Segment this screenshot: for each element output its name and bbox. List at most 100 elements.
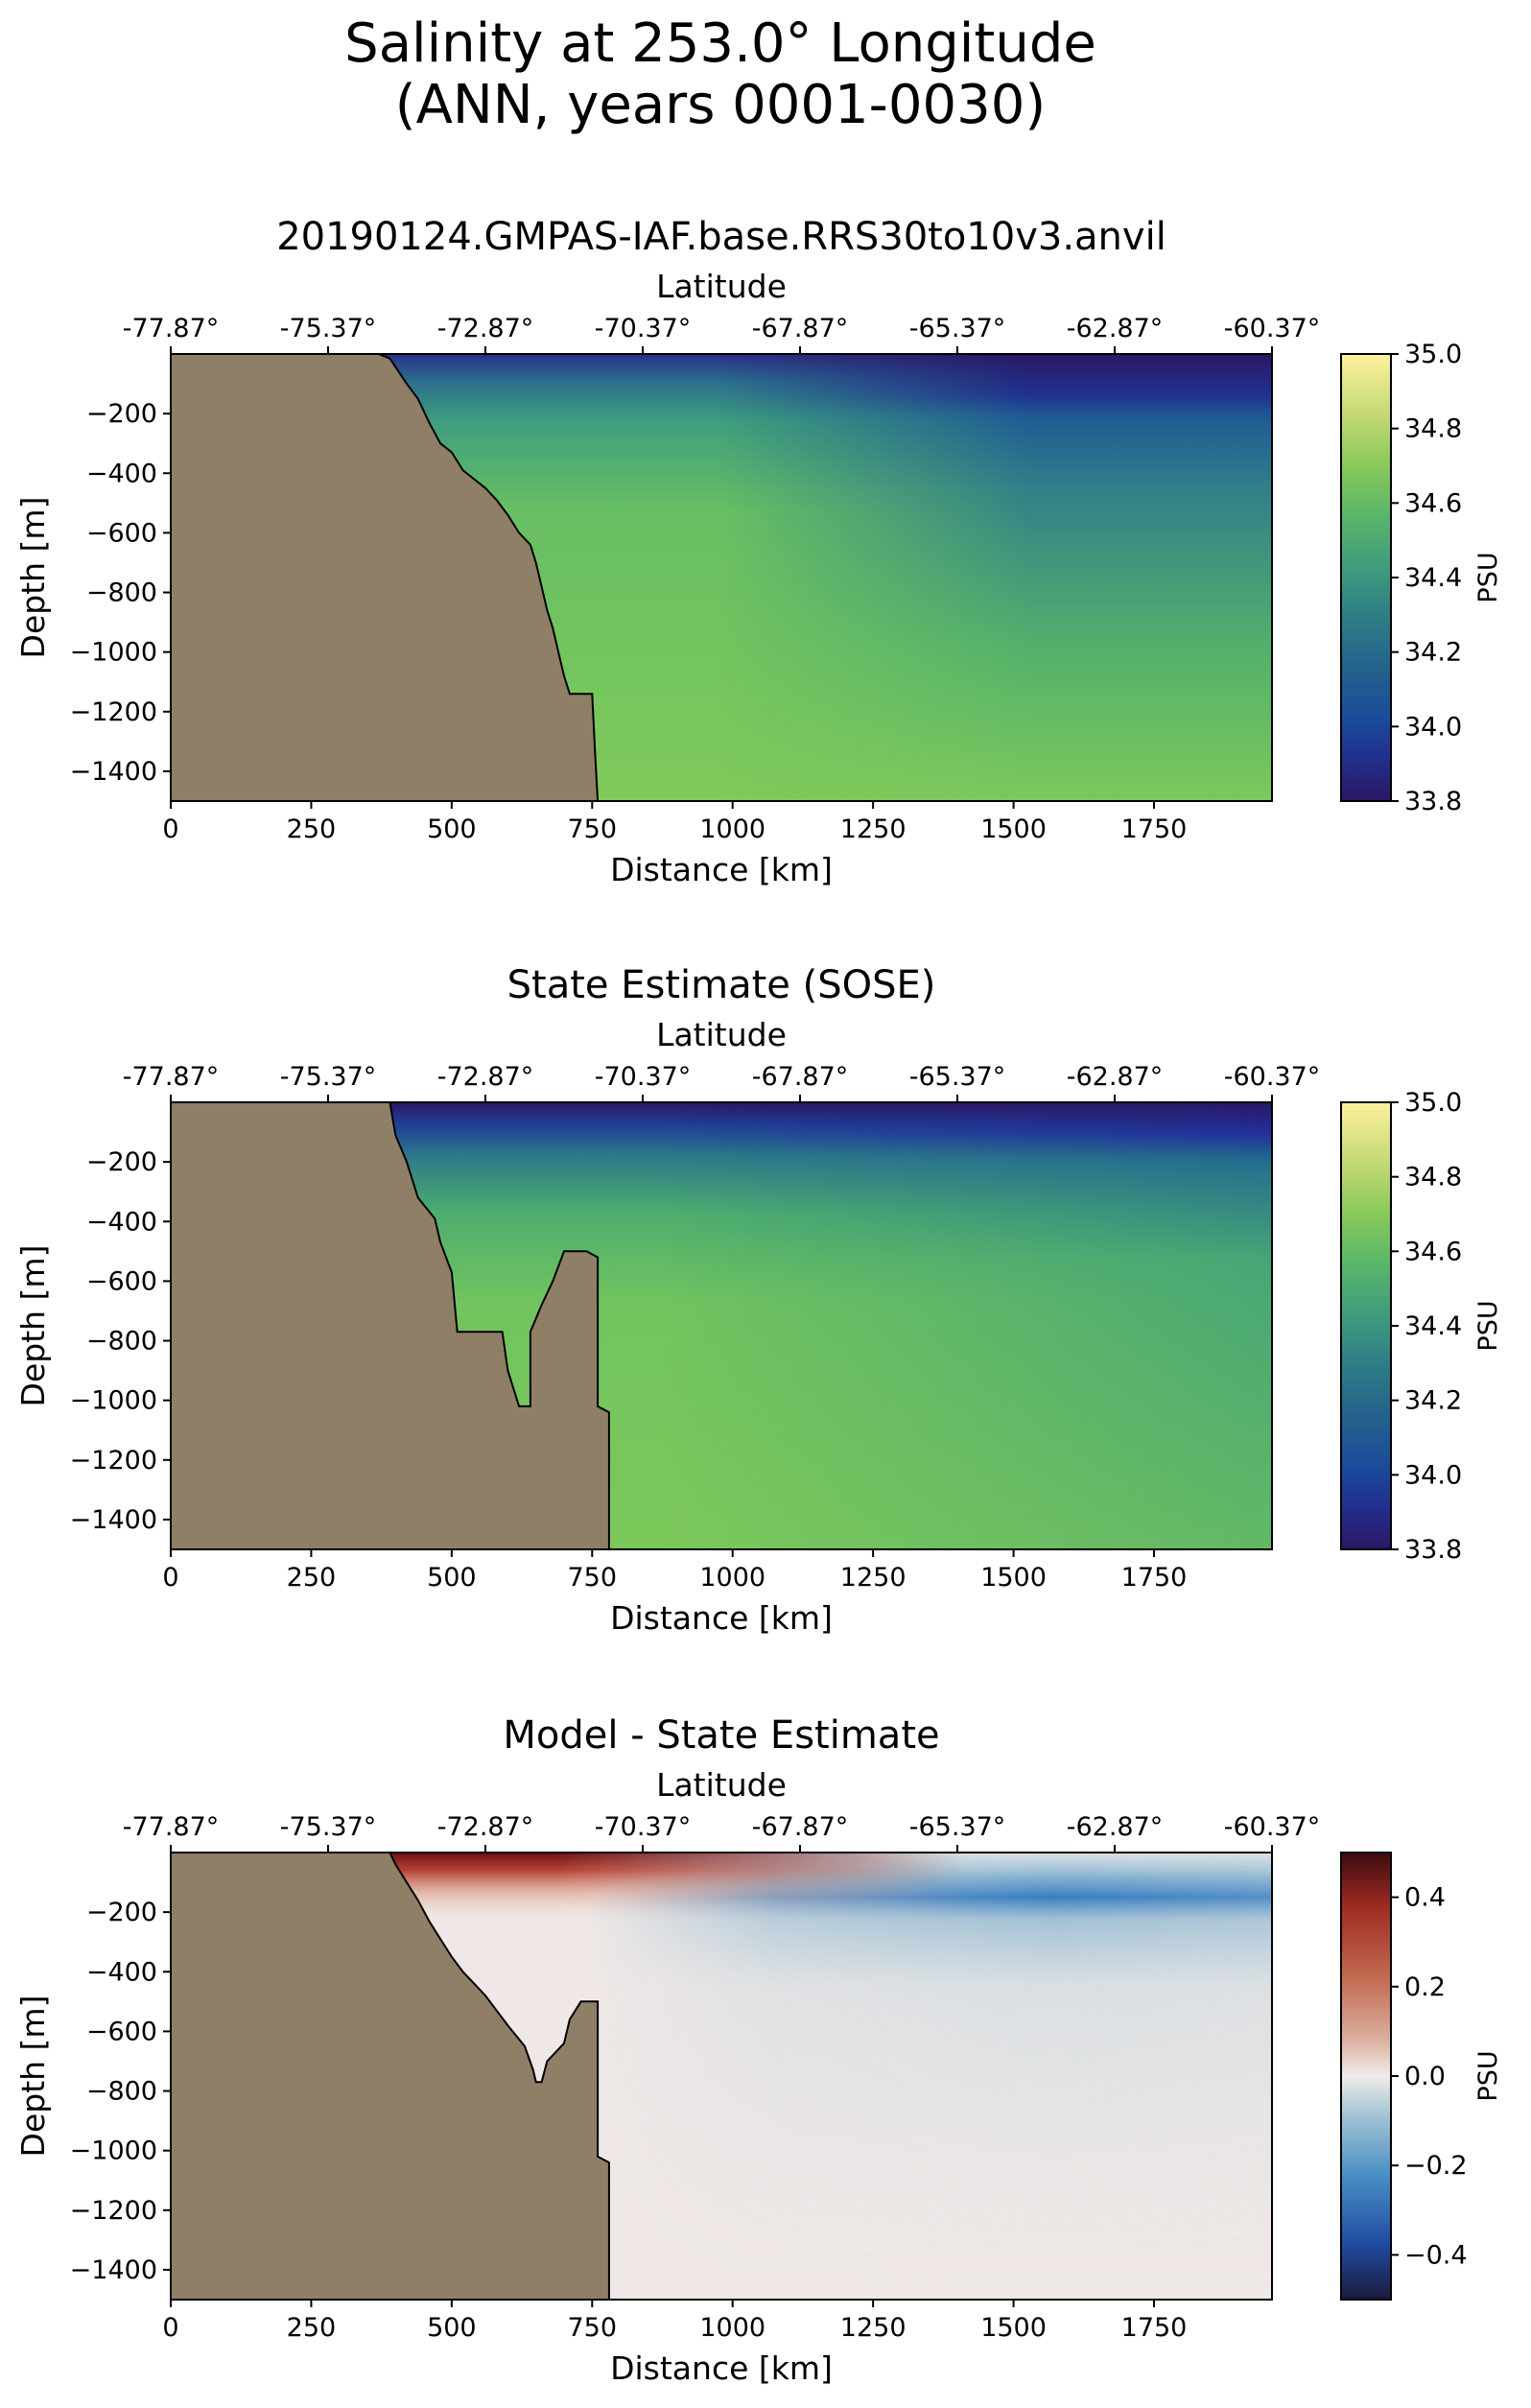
x-tick-label: 1750 bbox=[1121, 1563, 1188, 1593]
plot-frame bbox=[170, 1852, 1273, 2301]
x-tick-label: 750 bbox=[568, 2313, 618, 2343]
bathymetry-land bbox=[170, 1852, 610, 2301]
top-tick-label: -67.87° bbox=[752, 1812, 849, 1842]
x-tick-label: 0 bbox=[162, 1563, 178, 1593]
x-tick-label: 500 bbox=[427, 814, 477, 844]
bathymetry-land bbox=[170, 353, 600, 802]
y-tick-label: −1400 bbox=[70, 1505, 157, 1535]
x-tick-label: 500 bbox=[427, 2313, 477, 2343]
x-axis-label: Distance [km] bbox=[610, 851, 833, 888]
x-tick-label: 250 bbox=[287, 814, 337, 844]
y-tick-label: −600 bbox=[86, 1266, 157, 1296]
colorbar-tick-label: 34.0 bbox=[1404, 712, 1462, 742]
x-tick-label: 1000 bbox=[699, 2313, 766, 2343]
colorbar-tick-label: 34.2 bbox=[1404, 638, 1462, 668]
x-axis-label: Distance [km] bbox=[610, 2349, 833, 2387]
colorbar-tick-label: 34.6 bbox=[1404, 1237, 1462, 1266]
colorbar-tick-label: 33.8 bbox=[1404, 1535, 1462, 1565]
bathymetry-land bbox=[170, 1101, 610, 1550]
colorbar-tick-label: 35.0 bbox=[1404, 1088, 1462, 1118]
y-tick-label: −1400 bbox=[70, 757, 157, 787]
x-tick-label: 1500 bbox=[980, 2313, 1047, 2343]
y-tick-label: −200 bbox=[86, 1147, 157, 1177]
colorbar: 0.4 0.2 0.0 −0.2 −0.4 PSU bbox=[1340, 1852, 1503, 2301]
top-tick-label: -62.87° bbox=[1067, 1812, 1164, 1842]
colorbar-tick-label: 34.4 bbox=[1404, 563, 1462, 593]
x-tick-label: 1750 bbox=[1121, 814, 1188, 844]
y-tick-label: −400 bbox=[86, 1957, 157, 1987]
colorbar-tick-label: 34.8 bbox=[1404, 1163, 1462, 1192]
colorbar-label: PSU bbox=[1473, 1300, 1503, 1351]
y-axis-label: Depth [m] bbox=[14, 1995, 52, 2158]
top-tick-label: -77.87° bbox=[123, 314, 220, 343]
x-tick-label: 1250 bbox=[840, 1563, 907, 1593]
colorbar-tick-label: −0.2 bbox=[1404, 2151, 1468, 2181]
colorbar-tick-label: 0.4 bbox=[1404, 1883, 1446, 1913]
colorbar-label: PSU bbox=[1473, 552, 1503, 602]
top-axis-label: Latitude bbox=[656, 1766, 787, 1804]
colorbar-tick-label: 34.8 bbox=[1404, 414, 1462, 444]
top-axis-label: Latitude bbox=[656, 268, 787, 305]
top-tick-label: -67.87° bbox=[752, 314, 849, 343]
panel-title: State Estimate (SOSE) bbox=[507, 963, 936, 1007]
model-panel: 20190124.GMPAS-IAF.base.RRS30to10v3.anvi… bbox=[14, 215, 1503, 888]
x-tick-label: 250 bbox=[287, 2313, 337, 2343]
x-tick-label: 1500 bbox=[980, 1563, 1047, 1593]
colorbar-tick-label: 34.4 bbox=[1404, 1311, 1462, 1341]
colorbar-tick-label: −0.4 bbox=[1404, 2240, 1468, 2270]
top-tick-label: -65.37° bbox=[909, 1062, 1006, 1092]
colorbar: 35.0 34.8 34.6 34.4 34.2 34.0 33.8 PSU bbox=[1340, 340, 1503, 816]
y-tick-label: −1200 bbox=[70, 1446, 157, 1475]
y-tick-label: −200 bbox=[86, 1898, 157, 1927]
top-tick-label: -70.37° bbox=[595, 1062, 692, 1092]
y-tick-label: −600 bbox=[86, 518, 157, 548]
top-tick-label: -77.87° bbox=[123, 1812, 220, 1842]
top-tick-label: -70.37° bbox=[595, 1812, 692, 1842]
y-tick-label: −1200 bbox=[70, 697, 157, 727]
top-tick-label: -72.87° bbox=[437, 1062, 534, 1092]
top-tick-label: -75.37° bbox=[280, 1812, 377, 1842]
top-tick-label: -72.87° bbox=[437, 1812, 534, 1842]
y-tick-label: −800 bbox=[86, 1327, 157, 1357]
colorbar-tick-label: 34.6 bbox=[1404, 488, 1462, 518]
top-tick-label: -70.37° bbox=[595, 314, 692, 343]
top-tick-label: -77.87° bbox=[123, 1062, 220, 1092]
x-axis-label: Distance [km] bbox=[610, 1599, 833, 1637]
x-tick-label: 1000 bbox=[699, 814, 766, 844]
y-axis-label: Depth [m] bbox=[14, 1245, 52, 1407]
top-tick-label: -62.87° bbox=[1067, 1062, 1164, 1092]
state-estimate-panel: State Estimate (SOSE) Latitude −200 −400 −… bbox=[14, 963, 1503, 1637]
y-tick-label: −1400 bbox=[70, 2255, 157, 2285]
top-tick-label: -60.37° bbox=[1224, 1812, 1321, 1842]
top-axis-label: Latitude bbox=[656, 1016, 787, 1053]
colorbar: 35.0 34.8 34.6 34.4 34.2 34.0 33.8 PSU bbox=[1340, 1088, 1503, 1565]
y-tick-label: −600 bbox=[86, 2017, 157, 2046]
figure-title-line2: (ANN, years 0001-0030) bbox=[395, 74, 1047, 136]
x-tick-label: 1250 bbox=[840, 2313, 907, 2343]
y-tick-label: −800 bbox=[86, 2077, 157, 2107]
top-tick-label: -65.37° bbox=[909, 314, 1006, 343]
top-tick-label: -62.87° bbox=[1067, 314, 1164, 343]
x-tick-label: 250 bbox=[287, 1563, 337, 1593]
top-tick-label: -75.37° bbox=[280, 1062, 377, 1092]
x-tick-label: 750 bbox=[568, 814, 618, 844]
y-tick-label: −1200 bbox=[70, 2196, 157, 2226]
x-tick-label: 0 bbox=[162, 814, 178, 844]
figure-title-line1: Salinity at 253.0° Longitude bbox=[344, 12, 1096, 75]
panel-title: 20190124.GMPAS-IAF.base.RRS30to10v3.anvi… bbox=[276, 215, 1166, 259]
y-tick-label: −1000 bbox=[70, 1386, 157, 1416]
y-tick-label: −400 bbox=[86, 459, 157, 488]
top-tick-label: -60.37° bbox=[1224, 314, 1321, 343]
y-tick-label: −800 bbox=[86, 578, 157, 608]
colorbar-tick-label: 34.0 bbox=[1404, 1460, 1462, 1490]
x-tick-label: 500 bbox=[427, 1563, 477, 1593]
y-tick-label: −200 bbox=[86, 399, 157, 429]
top-tick-label: -65.37° bbox=[909, 1812, 1006, 1842]
difference-panel: Model - State Estimate Latitude −200 −400… bbox=[14, 1713, 1503, 2387]
x-tick-label: 0 bbox=[162, 2313, 178, 2343]
y-tick-label: −1000 bbox=[70, 638, 157, 668]
colorbar-tick-label: 35.0 bbox=[1404, 340, 1462, 369]
x-tick-label: 1750 bbox=[1121, 2313, 1188, 2343]
x-tick-label: 1000 bbox=[699, 1563, 766, 1593]
